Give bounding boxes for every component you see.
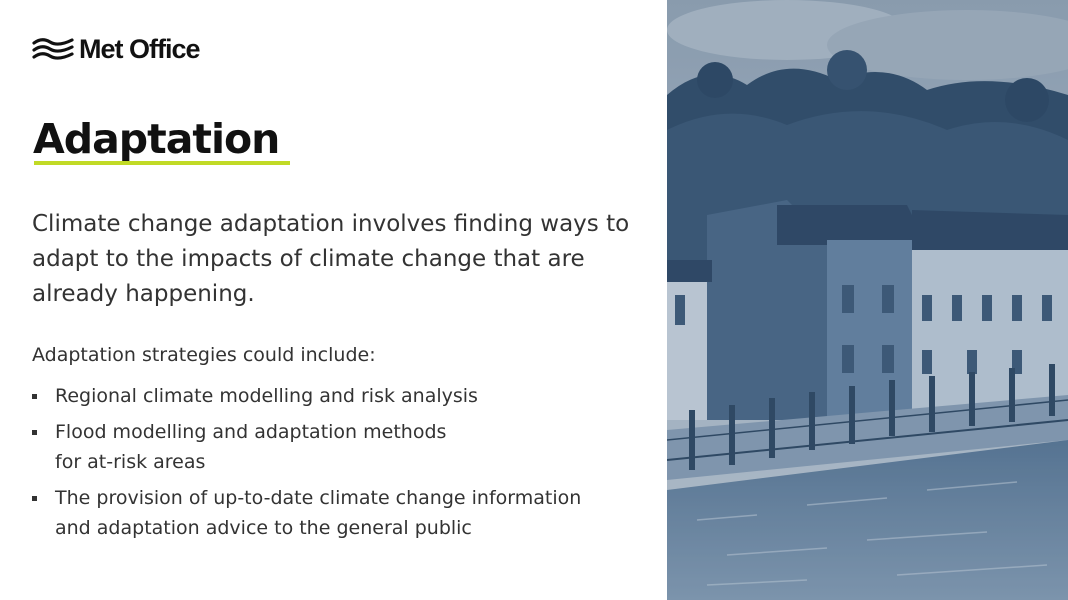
riverside-town-illustration — [667, 0, 1068, 600]
riverside-town-photo — [667, 0, 1068, 600]
list-item-text-continued: and adaptation advice to the general pub… — [55, 517, 472, 539]
list-item-text: The provision of up-to-date climate chan… — [55, 487, 582, 509]
list-item-text-continued: for at-risk areas — [55, 451, 206, 473]
page-title: Adaptation — [33, 115, 280, 163]
met-office-logo: Met Office — [32, 34, 201, 65]
title-underline — [34, 161, 290, 165]
list-item: Flood modelling and adaptation methods f… — [32, 417, 657, 477]
bullet-icon — [32, 430, 37, 435]
brand-name: Met Office — [79, 34, 201, 64]
bullet-icon — [32, 496, 37, 501]
list-item: Regional climate modelling and risk anal… — [32, 381, 657, 411]
met-office-wave-logo-icon — [32, 37, 74, 60]
text-panel: Met Office Adaptation Climate change ada… — [32, 34, 657, 549]
strategy-list: Regional climate modelling and risk anal… — [32, 381, 657, 549]
intro-paragraph: Climate change adaptation involves findi… — [32, 211, 630, 307]
list-item-text: Flood modelling and adaptation methods — [55, 421, 447, 443]
list-item: The provision of up-to-date climate chan… — [32, 483, 657, 543]
list-item-text: Regional climate modelling and risk anal… — [55, 385, 478, 407]
strategies-subheading: Adaptation strategies could include: — [32, 344, 376, 366]
bullet-icon — [32, 394, 37, 399]
